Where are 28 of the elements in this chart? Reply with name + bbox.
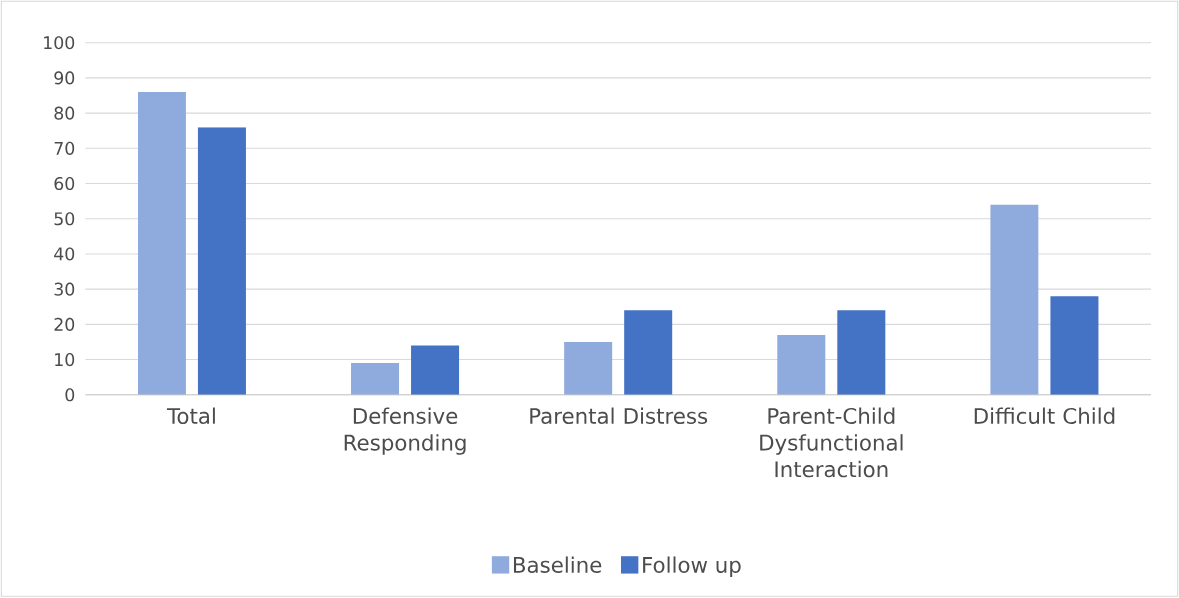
- bar: [351, 363, 400, 396]
- y-tick-label: 30: [54, 282, 75, 296]
- bar: [197, 127, 246, 396]
- y-tick-label: 40: [54, 247, 75, 261]
- bar: [411, 345, 460, 396]
- legend-label: Follow up: [643, 556, 741, 578]
- x-tick-label: Total: [166, 407, 215, 425]
- x-tick-label: Defensive Responding: [344, 407, 466, 456]
- y-tick-label: 70: [54, 142, 75, 156]
- y-tick-label: 0: [65, 388, 75, 402]
- bar: [1050, 296, 1099, 396]
- y-tick-label: 60: [54, 177, 75, 191]
- y-tick-label: 10: [55, 353, 75, 367]
- y-tick-label: 90: [54, 71, 75, 85]
- x-tick-label: Parent-Child Dysfunctional Interaction: [760, 407, 903, 478]
- bar: [624, 310, 673, 396]
- bar: [990, 204, 1039, 396]
- bar: [564, 342, 613, 396]
- x-tick-label: Difficult Child: [974, 407, 1115, 425]
- y-tick-label: 20: [54, 318, 75, 332]
- x-tick-label: Parental Distress: [530, 407, 708, 425]
- y-tick-label: 80: [54, 106, 75, 120]
- bar: [777, 335, 826, 396]
- y-tick-label: 100: [44, 36, 75, 50]
- y-tick-label: 50: [54, 212, 75, 226]
- bar: [137, 92, 186, 396]
- legend-label: Baseline: [513, 556, 602, 574]
- bar: [837, 310, 886, 396]
